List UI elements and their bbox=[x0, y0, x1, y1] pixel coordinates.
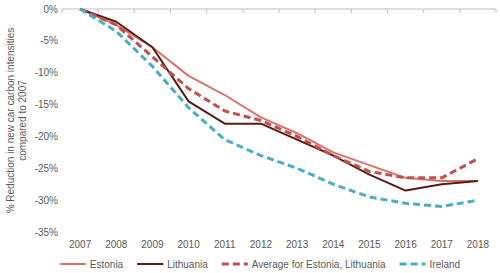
x-tick bbox=[279, 9, 280, 13]
x-tick bbox=[134, 9, 135, 13]
x-tick-label: 2016 bbox=[394, 239, 417, 250]
x-tick bbox=[98, 9, 99, 13]
y-tick bbox=[59, 40, 62, 41]
x-tick-end bbox=[496, 9, 497, 13]
x-tick bbox=[242, 9, 243, 13]
y-tick-label: -30% bbox=[35, 195, 58, 206]
y-label-line: compared to 2007 bbox=[17, 80, 28, 161]
x-tick bbox=[206, 9, 207, 13]
legend-label: Average for Estonia, Lithuania bbox=[252, 259, 386, 270]
x-tick bbox=[315, 9, 316, 13]
series-line bbox=[80, 9, 478, 181]
x-tick bbox=[170, 9, 171, 13]
y-tick bbox=[59, 136, 62, 137]
legend-swatch bbox=[137, 263, 163, 265]
x-tick-label: 2008 bbox=[105, 239, 128, 250]
x-tick bbox=[351, 9, 352, 13]
x-tick-label: 2009 bbox=[141, 239, 164, 250]
chart: 0% -5% -10% -15% -20% -25% -30% -35% 2007 2008 200… bbox=[0, 0, 500, 273]
legend-label: Estonia bbox=[90, 259, 124, 270]
legend-swatch bbox=[60, 263, 86, 265]
x-tick-label: 2017 bbox=[431, 239, 454, 250]
legend-label: Ireland bbox=[430, 259, 461, 270]
x-tick-label: 2015 bbox=[358, 239, 381, 250]
x-tick bbox=[423, 9, 424, 13]
y-tick-label: -20% bbox=[35, 131, 58, 142]
legend-swatch bbox=[222, 263, 248, 266]
x-tick-label: 2010 bbox=[177, 239, 200, 250]
y-tick-label: -15% bbox=[35, 99, 58, 110]
y-label-line: % Reduction in new car carbon intensitie… bbox=[5, 28, 16, 214]
y-tick bbox=[59, 168, 62, 169]
y-axis-label: % Reduction in new car carbon intensitie… bbox=[5, 28, 28, 214]
y-tick-label: -10% bbox=[35, 67, 58, 78]
x-tick bbox=[62, 9, 63, 13]
series-line bbox=[80, 9, 478, 207]
legend: Estonia Lithuania Average for Estonia, Lit… bbox=[60, 259, 460, 270]
x-tick-label: 2007 bbox=[69, 239, 92, 250]
y-tick bbox=[59, 232, 62, 233]
y-tick-label: 0% bbox=[44, 4, 59, 15]
x-tick bbox=[459, 9, 460, 13]
x-tick-label: 2014 bbox=[322, 239, 345, 250]
x-tick-label: 2012 bbox=[250, 239, 273, 250]
legend-label: Lithuania bbox=[167, 259, 208, 270]
y-tick bbox=[59, 200, 62, 201]
series-line bbox=[80, 9, 478, 178]
y-tick-label: -25% bbox=[35, 163, 58, 174]
x-tick-label: 2013 bbox=[286, 239, 309, 250]
x-tick-label: 2011 bbox=[214, 239, 236, 250]
legend-swatch bbox=[400, 263, 426, 266]
y-tick-label: -35% bbox=[35, 227, 58, 238]
x-tick bbox=[387, 9, 388, 13]
x-tick-label: 2018 bbox=[467, 239, 490, 250]
y-tick bbox=[59, 104, 62, 105]
plot-lines bbox=[80, 9, 478, 207]
y-tick bbox=[59, 72, 62, 73]
y-tick-label: -5% bbox=[40, 35, 58, 46]
